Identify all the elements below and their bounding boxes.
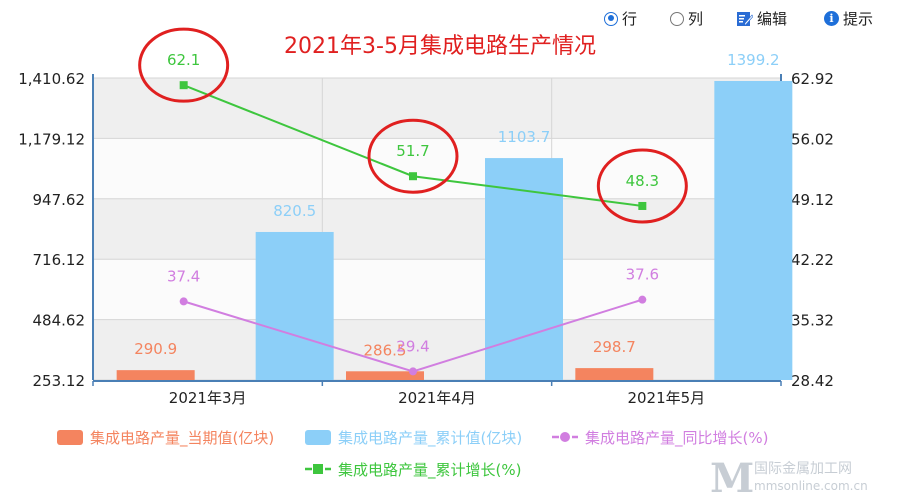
legend-swatch-marker: [560, 432, 570, 442]
row-label: 行: [622, 10, 638, 28]
y-right-tick-label: 62.92: [791, 70, 834, 88]
legend-swatch: [305, 430, 331, 445]
plot-band: [93, 319, 781, 380]
legend-swatch: [57, 430, 83, 445]
y-left-tick-label: 484.62: [33, 312, 86, 330]
bar: [255, 231, 334, 380]
bar: [714, 80, 793, 381]
edit-icon: [737, 11, 753, 26]
bar-data-label: 1103.7: [498, 128, 551, 146]
bar: [116, 370, 195, 380]
legend-label: 集成电路产量_累计增长(%): [338, 461, 521, 480]
y-left-tick-label: 253.12: [33, 372, 86, 390]
y-right-tick-label: 49.12: [791, 191, 834, 209]
line-marker: [179, 81, 188, 90]
line-data-label: 51.7: [396, 142, 429, 160]
line-marker: [638, 295, 647, 304]
bar-data-label: 820.5: [273, 202, 316, 220]
legend-label: 集成电路产量_累计值(亿块): [338, 429, 522, 448]
plot-band: [93, 78, 781, 139]
chart-title: 2021年3-5月集成电路生产情况: [284, 34, 596, 59]
x-tick-label: 2021年4月: [398, 389, 476, 407]
plot-band: [93, 138, 781, 199]
y-right-tick-label: 28.42: [791, 372, 834, 390]
axes: 253.12 484.62 716.12 947.62 1,179.12 1,410.62…: [18, 70, 834, 407]
line-data-label: 37.6: [626, 266, 659, 284]
line-marker: [409, 367, 417, 376]
data-labels: 290.9 286.5 298.7 820.5 1103.7 1399.2 37.4 29.4…: [134, 51, 779, 359]
bar: [485, 158, 563, 380]
bar: [575, 368, 654, 380]
bars: [116, 80, 793, 381]
bar-data-label: 290.9: [134, 340, 177, 358]
series-lines: [179, 81, 647, 376]
legend-swatch-marker: [313, 464, 323, 474]
y-left-tick-label: 1,410.62: [18, 70, 85, 88]
info-icon: i: [824, 11, 839, 26]
hint-button[interactable]: i 提示: [824, 8, 873, 29]
hint-label: 提示: [843, 10, 874, 28]
y-right-tick-label: 56.02: [791, 130, 834, 148]
bar: [346, 371, 424, 380]
line-data-label: 62.1: [167, 51, 200, 69]
row-radio[interactable]: [604, 11, 618, 26]
y-left-tick-label: 947.62: [33, 191, 86, 209]
x-tick-label: 2021年3月: [169, 389, 247, 407]
y-right-tick-label: 42.22: [791, 251, 834, 269]
line-data-label: 37.4: [167, 267, 200, 285]
bar-data-label: 1399.2: [727, 51, 780, 69]
line-marker: [638, 201, 647, 210]
column-label: 列: [688, 10, 704, 28]
y-left-tick-label: 1,179.12: [18, 130, 85, 148]
annotations: [138, 27, 688, 224]
y-left-tick-label: 716.12: [33, 251, 86, 269]
legend-label: 集成电路产量_当期值(亿块): [90, 429, 274, 448]
y-right-tick-label: 35.32: [791, 312, 834, 330]
bar-data-label: 286.5: [364, 341, 407, 359]
bar-data-label: 298.7: [593, 338, 636, 356]
annotation-circle: [367, 118, 459, 194]
row-option[interactable]: 行: [604, 8, 637, 29]
legend: 集成电路产量_当期值(亿块) 集成电路产量_累计值(亿块) 集成电路产量_同比增长(…: [57, 429, 768, 480]
annotation-circle: [138, 27, 230, 103]
line-marker: [409, 172, 417, 181]
plot-band: [93, 198, 781, 260]
line-data-label: 29.4: [396, 337, 429, 355]
plot-background-bands: [93, 78, 781, 380]
edit-label: 编辑: [757, 10, 788, 28]
legend-label: 集成电路产量_同比增长(%): [585, 429, 768, 448]
line-data-label: 48.3: [626, 172, 659, 190]
edit-button[interactable]: 编辑: [737, 8, 787, 29]
x-tick-label: 2021年5月: [627, 389, 705, 407]
column-radio[interactable]: [670, 11, 684, 26]
column-option[interactable]: 列: [670, 8, 703, 29]
annotation-circle: [596, 148, 688, 224]
chart-toolbar: 行 列 编辑 i 提示: [600, 6, 895, 30]
line-marker: [179, 297, 188, 306]
